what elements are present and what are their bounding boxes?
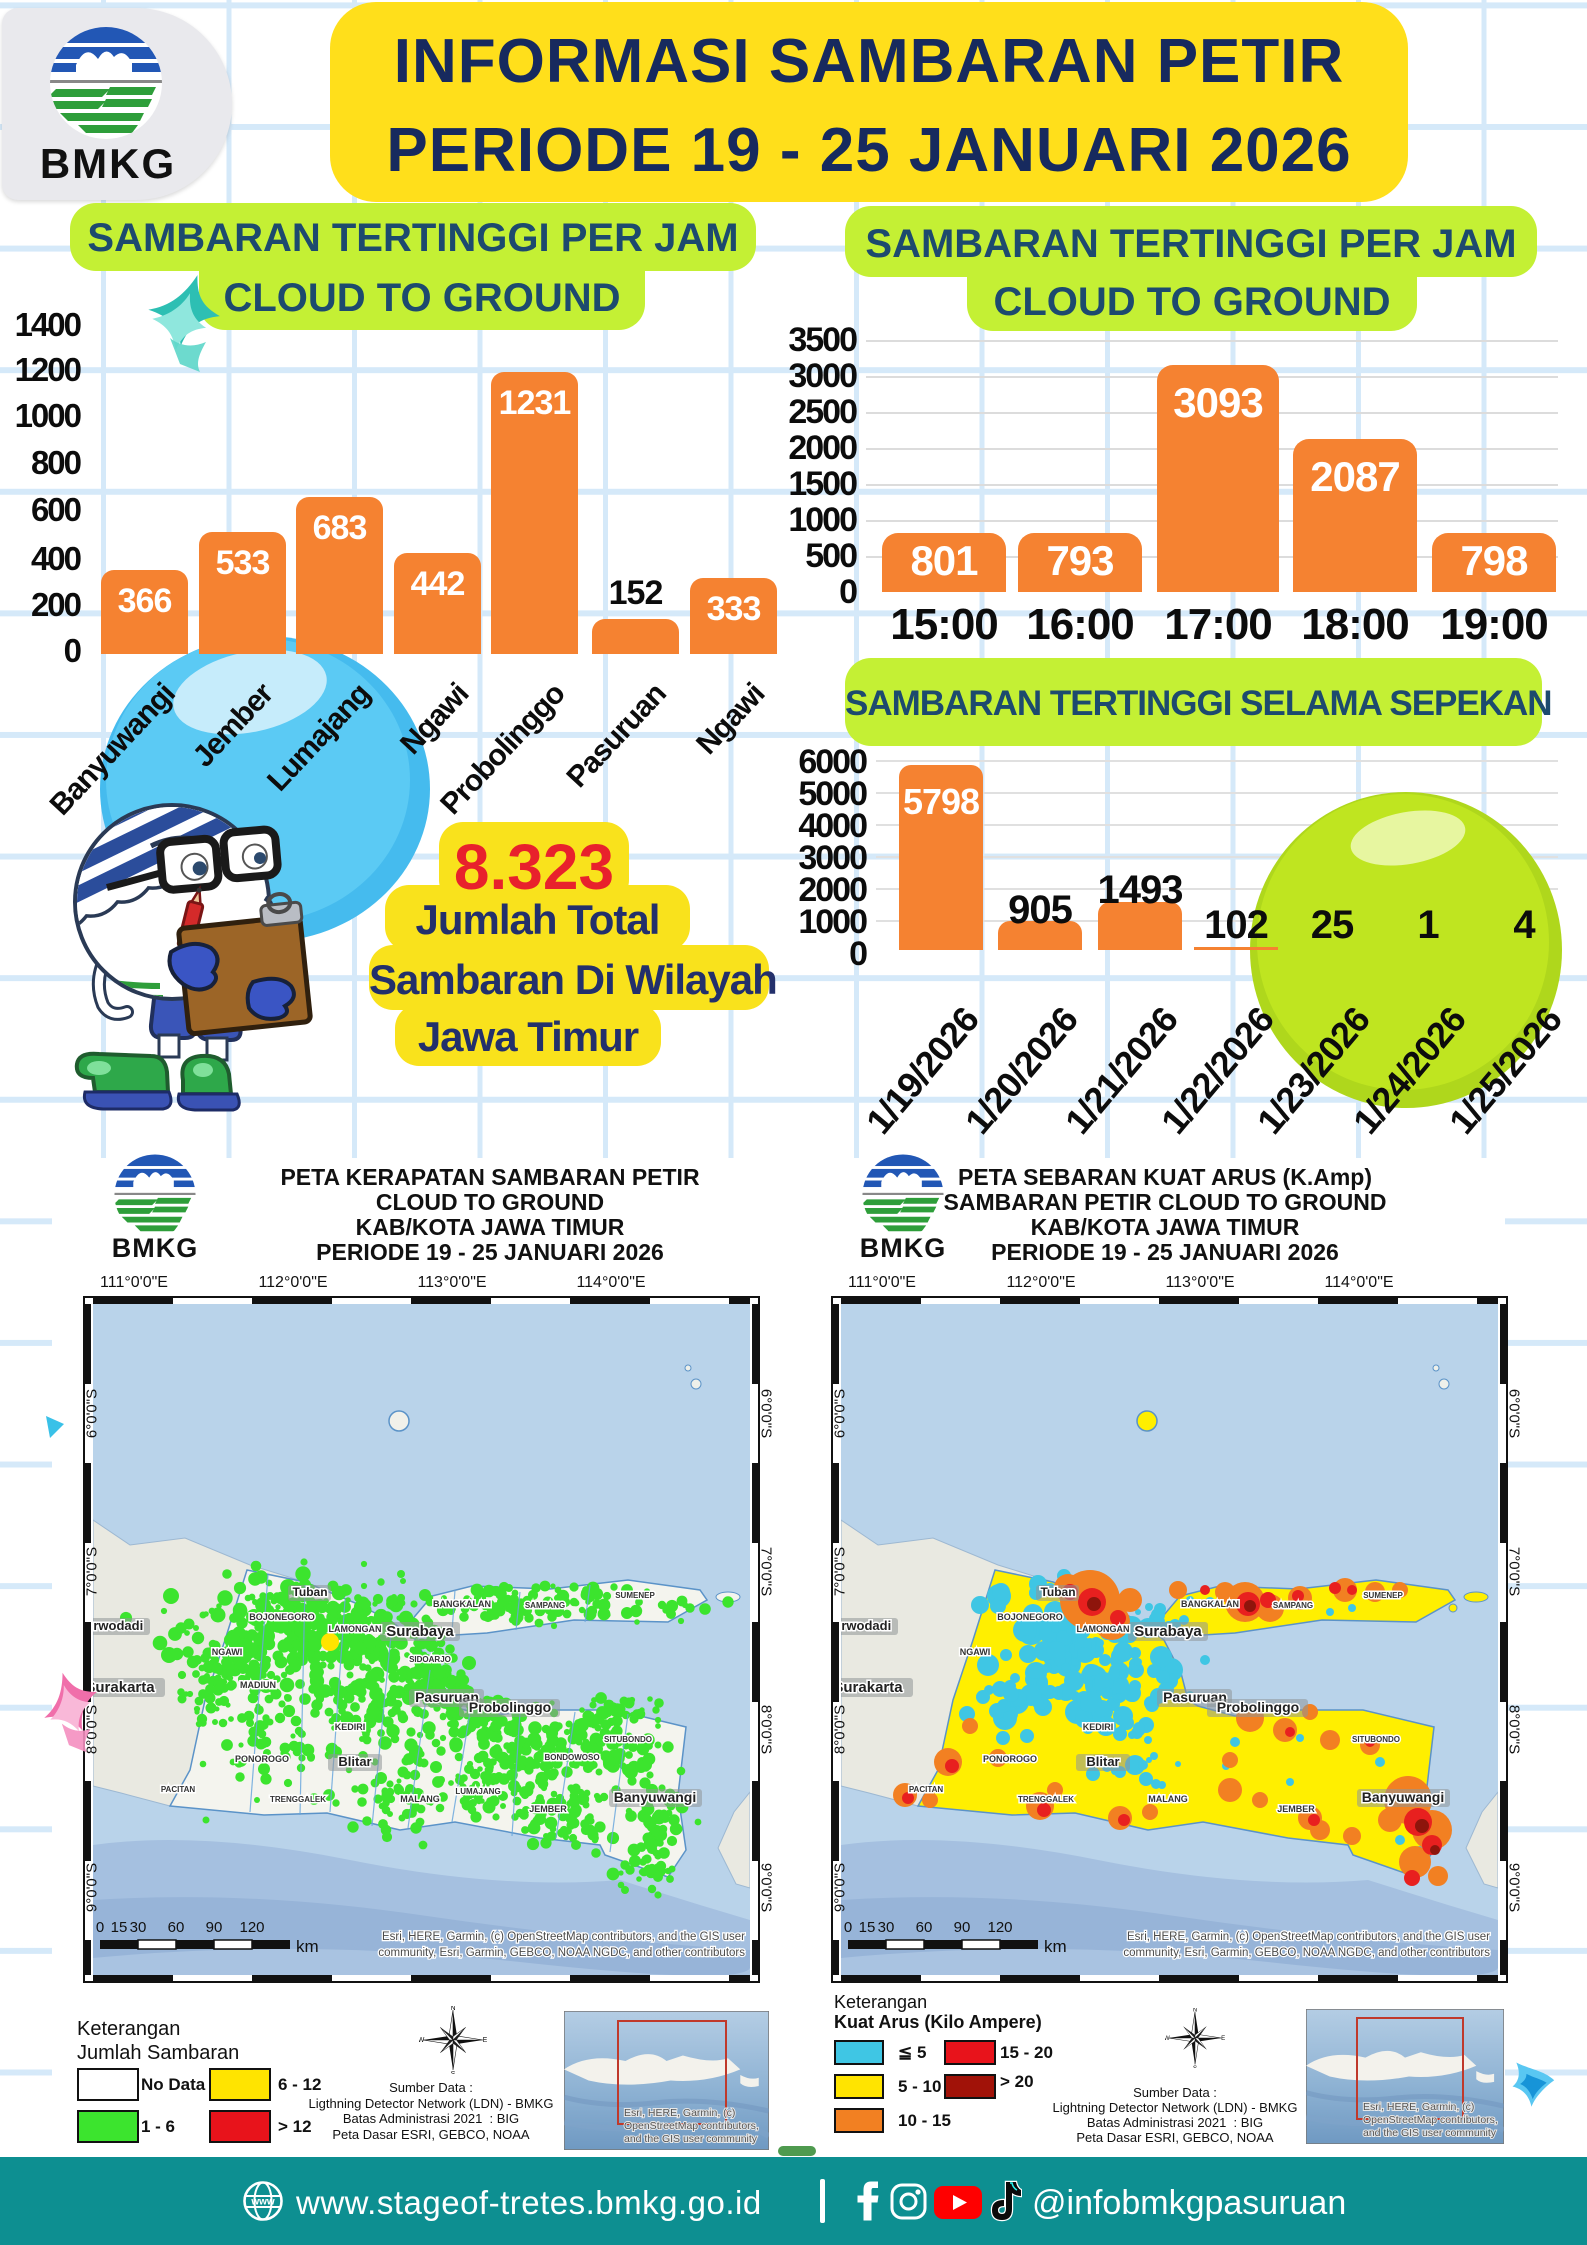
svg-text:60: 60 bbox=[916, 1919, 933, 1936]
svg-text:S: S bbox=[451, 2071, 456, 2074]
svg-text:SUMENEP: SUMENEP bbox=[615, 1591, 655, 1600]
svg-text:MALANG: MALANG bbox=[400, 1794, 440, 1804]
svg-text:NGAWI: NGAWI bbox=[212, 1647, 243, 1657]
svg-text:Surabaya: Surabaya bbox=[1134, 1623, 1202, 1640]
svg-text:LUMAJANG: LUMAJANG bbox=[455, 1787, 500, 1796]
svg-text:km: km bbox=[1044, 1937, 1067, 1956]
svg-text:Purwodadi: Purwodadi bbox=[827, 1618, 891, 1633]
svg-text:SAMPANG: SAMPANG bbox=[525, 1601, 565, 1610]
svg-text:BANGKALAN: BANGKALAN bbox=[433, 1599, 491, 1609]
svg-text:KEDIRI: KEDIRI bbox=[335, 1722, 366, 1732]
svg-text:SITUBONDO: SITUBONDO bbox=[604, 1735, 652, 1744]
svg-text:Tuban: Tuban bbox=[1040, 1585, 1075, 1599]
svg-text:Surabaya: Surabaya bbox=[386, 1623, 454, 1640]
svg-text:E: E bbox=[483, 2037, 487, 2044]
svg-text:LAMONGAN: LAMONGAN bbox=[329, 1624, 382, 1634]
svg-text:SUMENEP: SUMENEP bbox=[1363, 1591, 1403, 1600]
svg-text:N: N bbox=[450, 2006, 455, 2012]
svg-text:PONOROGO: PONOROGO bbox=[983, 1754, 1037, 1764]
svg-text:Esri, HERE, Garmin, (c): Esri, HERE, Garmin, (c) bbox=[1363, 2101, 1474, 2113]
svg-text:Surakarta: Surakarta bbox=[85, 1679, 155, 1696]
svg-text:www: www bbox=[250, 2197, 275, 2208]
svg-text:Esri, HERE, Garmin, (c) OpenSt: Esri, HERE, Garmin, (c) OpenStreetMap co… bbox=[382, 1931, 745, 1943]
svg-text:0: 0 bbox=[844, 1919, 852, 1936]
svg-text:0: 0 bbox=[96, 1919, 104, 1936]
svg-text:Blitar: Blitar bbox=[1086, 1754, 1119, 1769]
svg-text:BONDOWOSO: BONDOWOSO bbox=[544, 1753, 599, 1762]
svg-text:KEDIRI: KEDIRI bbox=[1083, 1722, 1114, 1732]
svg-text:PACITAN: PACITAN bbox=[161, 1785, 196, 1794]
svg-text:and the GIS user community: and the GIS user community bbox=[624, 2133, 758, 2145]
svg-text:MADIUN: MADIUN bbox=[240, 1680, 276, 1690]
svg-text:Tuban: Tuban bbox=[292, 1585, 327, 1599]
svg-text:N: N bbox=[1193, 2008, 1197, 2014]
svg-text:15: 15 bbox=[111, 1919, 128, 1936]
svg-text:PACITAN: PACITAN bbox=[909, 1785, 944, 1794]
svg-text:Banyuwangi: Banyuwangi bbox=[614, 1789, 696, 1805]
svg-text:60: 60 bbox=[168, 1919, 185, 1936]
svg-text:SIDOARJO: SIDOARJO bbox=[409, 1655, 451, 1664]
svg-text:30: 30 bbox=[878, 1919, 895, 1936]
svg-text:TRENGGALEK: TRENGGALEK bbox=[270, 1795, 326, 1804]
svg-text:W: W bbox=[419, 2037, 425, 2044]
svg-text:OpenStreetMap contributors,: OpenStreetMap contributors, bbox=[1363, 2114, 1498, 2126]
svg-text:JEMBER: JEMBER bbox=[529, 1804, 567, 1814]
svg-text:Blitar: Blitar bbox=[338, 1754, 371, 1769]
svg-text:SITUBONDO: SITUBONDO bbox=[1352, 1735, 1400, 1744]
svg-text:W: W bbox=[1165, 2035, 1170, 2042]
svg-text:S: S bbox=[1193, 2065, 1197, 2068]
svg-text:community, Esri, Garmin, GEBCO: community, Esri, Garmin, GEBCO, NOAA NGD… bbox=[1123, 1947, 1490, 1959]
svg-text:BANGKALAN: BANGKALAN bbox=[1181, 1599, 1239, 1609]
svg-text:JEMBER: JEMBER bbox=[1277, 1804, 1315, 1814]
svg-text:LAMONGAN: LAMONGAN bbox=[1077, 1624, 1130, 1634]
svg-text:Esri, HERE, Garmin, (c): Esri, HERE, Garmin, (c) bbox=[624, 2107, 735, 2119]
svg-text:km: km bbox=[296, 1937, 319, 1956]
svg-text:and the GIS user community: and the GIS user community bbox=[1363, 2127, 1497, 2139]
svg-text:BOJONEGORO: BOJONEGORO bbox=[249, 1612, 315, 1622]
svg-text:E: E bbox=[1221, 2035, 1225, 2042]
svg-text:Esri, HERE, Garmin, (c) OpenSt: Esri, HERE, Garmin, (c) OpenStreetMap co… bbox=[1127, 1931, 1490, 1943]
svg-text:OpenStreetMap contributors,: OpenStreetMap contributors, bbox=[624, 2120, 759, 2132]
svg-text:30: 30 bbox=[130, 1919, 147, 1936]
svg-text:BOJONEGORO: BOJONEGORO bbox=[997, 1612, 1063, 1622]
svg-text:Probolinggo: Probolinggo bbox=[1217, 1699, 1299, 1715]
svg-text:15: 15 bbox=[859, 1919, 876, 1936]
svg-text:TRENGGALEK: TRENGGALEK bbox=[1018, 1795, 1074, 1804]
svg-text:120: 120 bbox=[239, 1919, 264, 1936]
svg-text:Purwodadi: Purwodadi bbox=[79, 1618, 143, 1633]
svg-text:90: 90 bbox=[206, 1919, 223, 1936]
svg-text:120: 120 bbox=[987, 1919, 1012, 1936]
svg-text:Probolinggo: Probolinggo bbox=[469, 1699, 551, 1715]
svg-text:MALANG: MALANG bbox=[1148, 1794, 1188, 1804]
svg-text:Banyuwangi: Banyuwangi bbox=[1362, 1789, 1444, 1805]
svg-text:NGAWI: NGAWI bbox=[960, 1647, 991, 1657]
svg-text:SAMPANG: SAMPANG bbox=[1273, 1601, 1313, 1610]
svg-text:Surakarta: Surakarta bbox=[833, 1679, 903, 1696]
svg-text:community, Esri, Garmin, GEBCO: community, Esri, Garmin, GEBCO, NOAA NGD… bbox=[378, 1947, 745, 1959]
svg-text:PONOROGO: PONOROGO bbox=[235, 1754, 289, 1764]
svg-text:90: 90 bbox=[954, 1919, 971, 1936]
